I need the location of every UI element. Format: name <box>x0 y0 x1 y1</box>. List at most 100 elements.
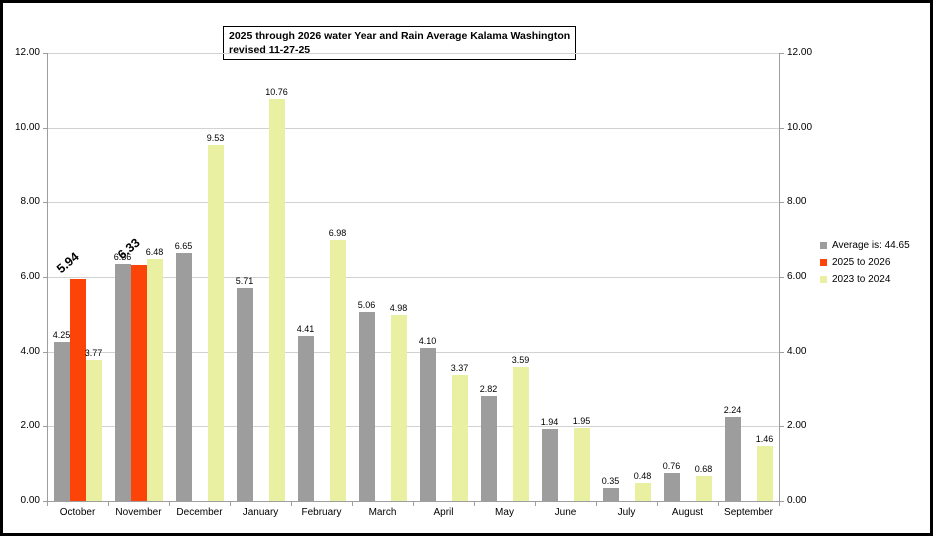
bar-value-label: 4.98 <box>389 303 408 314</box>
bar-august-series2 <box>695 475 712 501</box>
legend-label-2023-2024: 2023 to 2024 <box>832 274 891 285</box>
legend-swatch-average <box>820 242 827 249</box>
bar-value-label: 5.94 <box>53 249 82 277</box>
x-axis-tick <box>474 502 475 506</box>
y-axis-label-left: 10.00 <box>14 121 40 133</box>
x-axis-tick <box>596 502 597 506</box>
x-axis-tick <box>291 502 292 506</box>
bar-february-series2 <box>329 240 346 501</box>
y-axis-line-left <box>47 53 48 501</box>
bar-value-label: 1.94 <box>540 416 559 427</box>
y-axis-tick-left <box>43 53 47 54</box>
y-axis-label-right: 4.00 <box>787 345 807 357</box>
y-axis-tick-right <box>780 202 784 204</box>
bar-march-series0 <box>358 312 375 501</box>
gridline <box>47 202 779 204</box>
gridline <box>47 426 779 428</box>
bar-october-series1 <box>69 279 86 501</box>
y-axis-tick-right <box>780 501 784 502</box>
bar-march-series2 <box>390 315 407 501</box>
bar-value-label: 0.35 <box>601 475 620 486</box>
bar-value-label: 4.41 <box>296 324 315 335</box>
bar-value-label: 6.65 <box>174 240 193 251</box>
y-axis-label-left: 8.00 <box>20 196 40 208</box>
bar-august-series0 <box>663 472 680 501</box>
bar-june-series0 <box>541 428 558 501</box>
y-axis-label-left: 12.00 <box>14 47 40 58</box>
bar-september-series0 <box>724 417 741 501</box>
x-axis-tick <box>718 502 719 506</box>
x-axis-tick <box>169 502 170 506</box>
bar-value-label: 3.77 <box>84 348 103 359</box>
y-axis-tick-right <box>780 277 784 278</box>
bar-december-series0 <box>175 252 192 501</box>
x-axis-tick <box>230 502 231 506</box>
x-axis-label-april: April <box>433 507 454 518</box>
x-axis-label-july: July <box>617 507 636 518</box>
x-axis-label-march: March <box>368 507 397 518</box>
bar-value-label: 10.76 <box>265 87 288 98</box>
x-axis-label-november: November <box>115 507 162 518</box>
bar-value-label: 6.36 <box>113 251 132 262</box>
legend-label-2025-2026: 2025 to 2026 <box>832 257 891 268</box>
legend: Average is: 44.65 2025 to 2026 2023 to 2… <box>820 237 910 288</box>
x-axis-tick <box>108 502 109 506</box>
y-axis-label-right: 10.00 <box>787 121 813 133</box>
bar-value-label: 6.48 <box>145 247 164 258</box>
y-axis-tick-left <box>43 277 47 278</box>
bar-november-series1 <box>130 264 147 501</box>
legend-swatch-2025-2026 <box>820 259 827 266</box>
chart-title-box: 2025 through 2026 water Year and Rain Av… <box>223 26 577 60</box>
x-axis-label-december: December <box>176 507 223 518</box>
y-axis-tick-right <box>780 53 784 54</box>
bar-value-label: 0.48 <box>633 471 652 482</box>
x-axis-label-january: January <box>242 507 279 518</box>
y-axis-label-left: 6.00 <box>20 271 40 282</box>
bar-june-series2 <box>573 428 590 501</box>
bar-april-series2 <box>451 375 468 501</box>
bar-november-series0 <box>114 263 131 501</box>
x-axis-tick <box>657 502 658 506</box>
bar-value-label: 5.71 <box>235 275 254 286</box>
y-axis-tick-left <box>43 426 47 428</box>
y-axis-label-right: 0.00 <box>787 495 807 506</box>
bar-july-series2 <box>634 483 651 501</box>
bar-value-label: 2.82 <box>479 383 498 394</box>
bar-january-series0 <box>236 287 253 501</box>
x-axis-label-october: October <box>59 507 96 518</box>
y-axis-label-left: 0.00 <box>20 495 40 506</box>
y-axis-label-right: 6.00 <box>787 271 807 282</box>
bar-september-series2 <box>756 446 773 501</box>
y-axis-tick-left <box>43 501 47 502</box>
x-axis-line <box>47 501 780 502</box>
gridline <box>47 53 779 54</box>
bar-value-label: 3.59 <box>511 354 530 365</box>
x-axis-tick <box>413 502 414 506</box>
y-axis-label-right: 2.00 <box>787 420 807 432</box>
bar-value-label: 1.95 <box>572 416 591 427</box>
gridline <box>47 277 779 278</box>
bar-value-label: 4.25 <box>52 330 71 341</box>
bar-value-label: 0.76 <box>662 460 681 471</box>
gridline <box>47 351 779 353</box>
bar-value-label: 5.06 <box>357 300 376 311</box>
y-axis-tick-left <box>43 127 47 129</box>
legend-item-average: Average is: 44.65 <box>820 237 910 254</box>
x-axis-label-february: February <box>301 507 342 518</box>
legend-swatch-2023-2024 <box>820 276 827 283</box>
x-axis-label-august: August <box>671 507 704 518</box>
gridline <box>47 127 779 129</box>
y-axis-tick-left <box>43 351 47 353</box>
bar-may-series2 <box>512 366 529 501</box>
y-axis-tick-right <box>780 351 784 353</box>
chart-title-line1: 2025 through 2026 water Year and Rain Av… <box>229 30 571 42</box>
x-axis-tick <box>535 502 536 506</box>
legend-item-2023-2024: 2023 to 2024 <box>820 271 910 288</box>
bar-value-label: 2.24 <box>723 405 742 416</box>
bar-april-series0 <box>419 347 436 501</box>
bar-value-label: 4.10 <box>418 335 437 346</box>
bar-december-series2 <box>207 145 224 501</box>
bar-may-series0 <box>480 395 497 501</box>
